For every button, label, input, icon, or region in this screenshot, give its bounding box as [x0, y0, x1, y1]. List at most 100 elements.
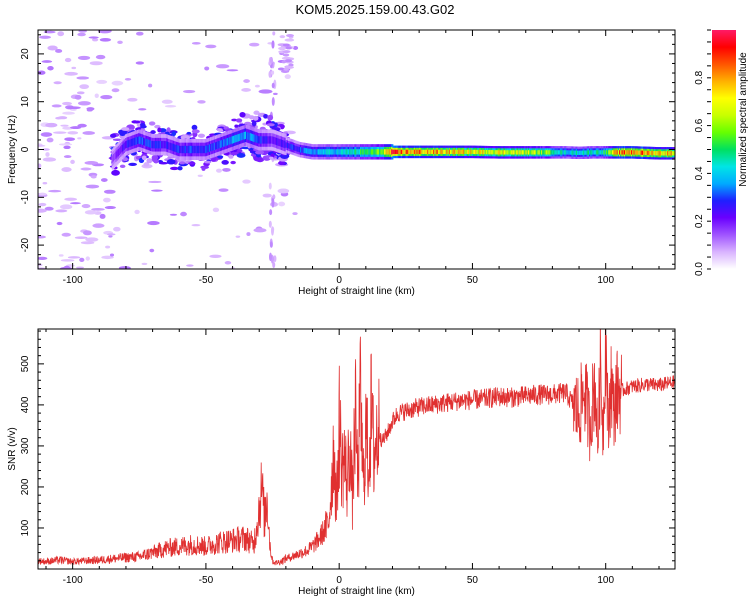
snr-ytick-label: 500	[20, 355, 31, 372]
spectrogram-cell	[96, 79, 108, 84]
spectrogram-cell	[213, 142, 216, 151]
spectrogram-cell	[272, 136, 275, 144]
spectrogram-cell	[457, 149, 460, 155]
spectrogram-cell	[544, 150, 547, 155]
spectrogram-cell	[327, 149, 330, 155]
snr-frame	[37, 328, 676, 570]
spectrogram-cell	[204, 145, 207, 154]
spectrogram-cell	[460, 149, 463, 155]
spectrogram-cell	[195, 145, 198, 154]
spectrogram-cell	[166, 127, 171, 133]
spectrogram-cell	[122, 143, 125, 152]
spectrogram-cell	[308, 148, 311, 154]
snr-series-line	[38, 329, 675, 566]
spectrogram-cell	[645, 150, 648, 156]
spectrogram-cell	[63, 155, 72, 158]
spectrogram-cell	[255, 150, 265, 155]
spectrogram-cell	[381, 149, 384, 155]
spectrogram-cell	[85, 184, 100, 189]
spectrogram-cell	[159, 141, 162, 149]
spectrogram-cell	[567, 150, 570, 155]
spectrogram-cell	[67, 106, 81, 110]
spectrogram-cell	[139, 136, 142, 144]
spectrogram-cell	[490, 150, 493, 155]
spectrogram-cell	[330, 149, 333, 155]
spectrogram-cell	[459, 149, 462, 155]
spectrogram-cell	[668, 151, 671, 156]
spectrogram-cell	[191, 41, 201, 45]
spectrogram-cell	[222, 139, 225, 148]
spectrogram-cell	[639, 150, 642, 155]
spectrogram-cell	[578, 150, 581, 156]
spectrogram-cell	[502, 150, 505, 155]
spectrogram-cell	[279, 35, 286, 39]
spectrogram-cell	[123, 142, 126, 150]
colorbar-tick-label: 0.2	[694, 214, 705, 228]
spectrogram-cell	[176, 145, 179, 153]
spectrogram-cell	[141, 262, 148, 266]
spectrogram-cell	[325, 149, 328, 155]
spectrogram-cell	[524, 150, 527, 155]
spectrogram-cell	[67, 131, 79, 135]
spectrogram-cell	[292, 45, 299, 50]
spectrogram-cell	[400, 149, 403, 155]
spectrogram-cell	[129, 139, 132, 147]
spectrogram-cell	[124, 77, 132, 81]
spectrogram-cell	[365, 149, 369, 155]
spectrogram-cell	[270, 226, 274, 236]
spectrogram-cell	[174, 144, 177, 152]
spectrogram-cell	[236, 149, 243, 153]
spectrogram-cell	[251, 120, 257, 127]
spectrogram-cell	[271, 70, 275, 75]
spectrogram-cell	[55, 116, 62, 120]
spectrogram-cell	[150, 189, 163, 192]
spectrogram-cell	[180, 135, 191, 141]
spectrogram-cell	[148, 83, 153, 88]
spectrogram-cell	[91, 207, 105, 211]
spectrogram-cell	[77, 123, 87, 128]
spectrogram-cell	[560, 150, 563, 155]
spectrogram-cell	[569, 150, 573, 155]
spectrogram-cell	[95, 54, 106, 60]
spectrogram-cell	[375, 149, 378, 155]
spectrogram-cell	[191, 129, 200, 134]
spectrogram-cell	[211, 143, 214, 151]
spectrogram-cell	[79, 84, 90, 90]
spectrogram-cell	[70, 159, 75, 164]
spectrogram-cell	[62, 111, 75, 115]
spectrogram-cell	[284, 140, 287, 149]
spectrogram-cell	[389, 149, 393, 155]
spectrogram-cell	[234, 135, 237, 143]
spectrogram-cell	[283, 140, 286, 148]
spectrogram-cell	[48, 189, 62, 193]
spectrogram-cell	[559, 150, 562, 155]
spectrogram-cell	[395, 149, 399, 155]
spectrogram-cell	[217, 129, 224, 132]
spectrogram-cell	[284, 38, 295, 42]
spectrogram-cell	[237, 134, 240, 142]
spectrogram-cell	[541, 150, 544, 155]
spectrogram-cell	[369, 149, 372, 155]
spectrogram-cell	[121, 127, 130, 131]
snr-xlabel: Height of straight line (km)	[298, 586, 415, 597]
spectrogram-cell	[658, 151, 661, 156]
spectrogram-cell	[38, 256, 48, 260]
spectrogram-cell	[586, 150, 589, 155]
spectrogram-cell	[297, 146, 300, 152]
spectrogram-cell	[419, 149, 423, 155]
spectrogram-cell	[659, 151, 663, 156]
spectrogram-cell	[278, 46, 286, 50]
snr-ylabel: SNR (v/v)	[7, 427, 18, 470]
spectrogram-cell	[42, 181, 48, 185]
spectrogram-cell	[470, 149, 473, 155]
spectrogram-cell	[169, 142, 172, 150]
spectrogram-cell	[443, 149, 447, 155]
spectrogram-cell	[584, 150, 587, 155]
spectrogram-cell	[406, 149, 409, 155]
spectrogram-cell	[508, 150, 511, 155]
spectrogram-cell	[530, 150, 533, 155]
snr-xtick-label: -100	[63, 575, 83, 586]
spectrogram-cell	[399, 149, 402, 155]
spectrogram-cell	[413, 149, 417, 155]
